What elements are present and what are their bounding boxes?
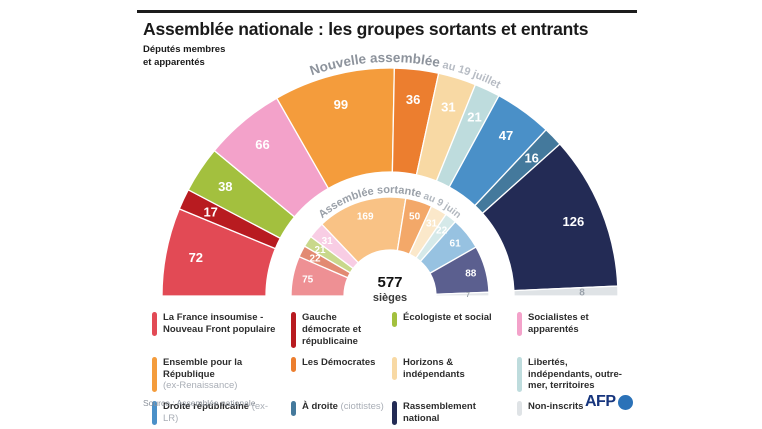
seats-label-new-udr: 16 [524,150,538,165]
seats-label-new-ni: 8 [579,287,585,298]
total-seats-value: 577 [377,274,402,291]
legend-item-dr: Droite républicaine (ex-LR) [152,401,291,425]
legend: La France insoumise - Nouveau Front popu… [152,312,637,425]
seats-label-old-liot: 22 [436,225,448,236]
legend-label-eco: Écologiste et social [403,312,492,323]
legend-item-soc: Socialistes et apparentés [517,312,637,336]
legend-item-eco: Écologiste et social [392,312,517,327]
seats-label-old-hor: 31 [426,219,438,230]
afp-globe-icon [617,394,633,410]
legend-item-epr: Ensemble pour la République (ex-Renaissan… [152,356,291,393]
legend-swatch-gdr [291,312,296,348]
seats-label-old-rn: 88 [465,269,477,280]
seats-label-new-hor: 31 [441,100,455,115]
source-note: Source : Assemblée nationale [143,398,256,408]
legend-label-lfi: La France insoumise - Nouveau Front popu… [163,312,276,335]
seats-label-new-dem: 36 [406,92,420,107]
legend-label-udr: À droite (ciottistes) [302,401,384,413]
legend-swatch-lfi [152,312,157,336]
top-rule [137,10,637,13]
legend-swatch-udr [291,401,296,417]
legend-item-dem: Les Démocrates [291,356,392,372]
legend-label-gdr: Gauche démocrate et républicaine [302,312,362,347]
legend-label-dem: Les Démocrates [302,356,376,368]
legend-swatch-eco [392,312,397,327]
legend-item-ni: Non-inscrits [517,401,637,417]
legend-item-hor: Horizons & indépendants [392,356,517,381]
legend-swatch-dr [152,401,157,425]
afp-logo: AFP [585,393,633,411]
afp-logo-text: AFP [585,393,616,410]
segment-new-ni [513,285,619,297]
legend-swatch-ni [517,401,522,417]
chart-subtitle: Députés membres et apparentés [143,44,226,69]
seats-label-new-soc: 66 [255,137,269,152]
legend-swatch-dem [291,356,296,372]
legend-label-rn: Rassemblement national [403,401,476,425]
seats-label-old-epr: 169 [357,211,374,222]
legend-label-ni: Non-inscrits [528,401,584,413]
seats-label-new-gdr: 17 [203,205,217,220]
legend-item-lfi: La France insoumise - Nouveau Front popu… [152,312,291,336]
legend-item-liot: Libertés, indépendants, outre-mer, terri… [517,356,637,393]
seats-label-old-dr: 61 [450,239,462,250]
seats-label-old-ni: 7 [466,292,470,299]
legend-item-rn: Rassemblement national [392,401,517,425]
legend-swatch-soc [517,312,522,336]
page-title: Assemblée nationale : les groupes sortan… [143,19,589,39]
legend-swatch-liot [517,356,522,393]
seats-label-new-epr: 99 [334,97,348,112]
seats-label-old-soc: 31 [322,236,334,247]
legend-item-udr: À droite (ciottistes) [291,401,392,417]
legend-label-hor: Horizons & indépendants [403,356,465,380]
legend-item-gdr: Gauche démocrate et républicaine [291,312,392,348]
legend-label-dr: Droite républicaine (ex-LR) [163,401,269,425]
legend-swatch-epr [152,356,157,393]
seats-label-old-dem: 50 [409,211,421,222]
legend-swatch-hor [392,356,397,381]
seats-label-new-rn: 126 [563,214,585,229]
segment-old-ni [435,291,490,297]
legend-label-soc: Socialistes et apparentés [528,312,589,335]
seats-label-new-lfi: 72 [189,250,203,265]
seats-label-new-dr: 47 [499,128,513,143]
seats-label-old-eco: 21 [314,245,326,256]
seats-label-new-eco: 38 [218,179,232,194]
legend-label-epr: Ensemble pour la République (ex-Renaissan… [163,356,243,392]
legend-label-liot: Libertés, indépendants, outre-mer, terri… [528,356,622,392]
total-seats-unit: sièges [373,292,407,304]
seats-label-old-lfi: 75 [302,275,314,286]
seats-label-old-gdr: 22 [309,254,321,265]
legend-swatch-rn [392,401,397,425]
seats-label-new-liot: 21 [467,110,481,125]
